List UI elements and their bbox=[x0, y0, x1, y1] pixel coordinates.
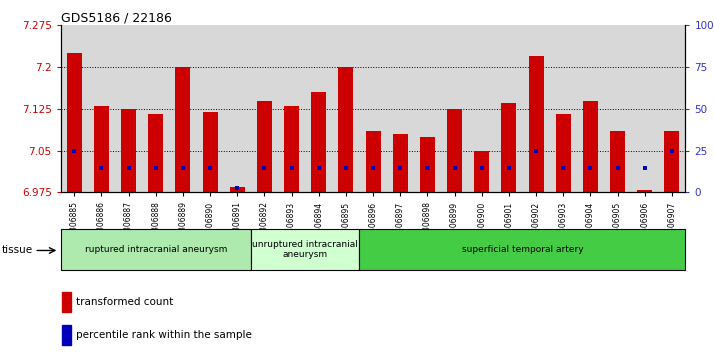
Text: transformed count: transformed count bbox=[76, 297, 173, 307]
Bar bbox=[284, 106, 299, 192]
Bar bbox=[67, 53, 81, 192]
Bar bbox=[338, 67, 353, 192]
Bar bbox=[251, 229, 359, 270]
Bar bbox=[528, 56, 543, 192]
Bar bbox=[420, 137, 435, 192]
Bar bbox=[610, 131, 625, 192]
Text: superficial temporal artery: superficial temporal artery bbox=[462, 245, 583, 254]
Bar bbox=[447, 109, 462, 192]
Bar bbox=[61, 229, 251, 270]
Bar bbox=[230, 187, 245, 192]
Bar bbox=[176, 67, 191, 192]
Bar bbox=[583, 101, 598, 192]
Bar bbox=[121, 109, 136, 192]
Bar bbox=[94, 106, 109, 192]
Bar bbox=[555, 114, 570, 192]
Bar bbox=[311, 92, 326, 192]
Bar bbox=[203, 112, 218, 192]
Bar bbox=[257, 101, 272, 192]
Text: percentile rank within the sample: percentile rank within the sample bbox=[76, 330, 251, 340]
Text: GDS5186 / 22186: GDS5186 / 22186 bbox=[61, 11, 171, 24]
Bar bbox=[637, 189, 652, 192]
Text: ruptured intracranial aneurysm: ruptured intracranial aneurysm bbox=[84, 245, 227, 254]
Bar bbox=[366, 131, 381, 192]
Bar bbox=[149, 114, 164, 192]
Text: tissue: tissue bbox=[2, 245, 34, 256]
Bar bbox=[665, 131, 679, 192]
Bar bbox=[501, 103, 516, 192]
Bar bbox=[393, 134, 408, 192]
Bar bbox=[63, 325, 71, 345]
Text: unruptured intracranial
aneurysm: unruptured intracranial aneurysm bbox=[252, 240, 358, 259]
Bar bbox=[474, 151, 489, 192]
Bar bbox=[359, 229, 685, 270]
Bar bbox=[63, 292, 71, 312]
